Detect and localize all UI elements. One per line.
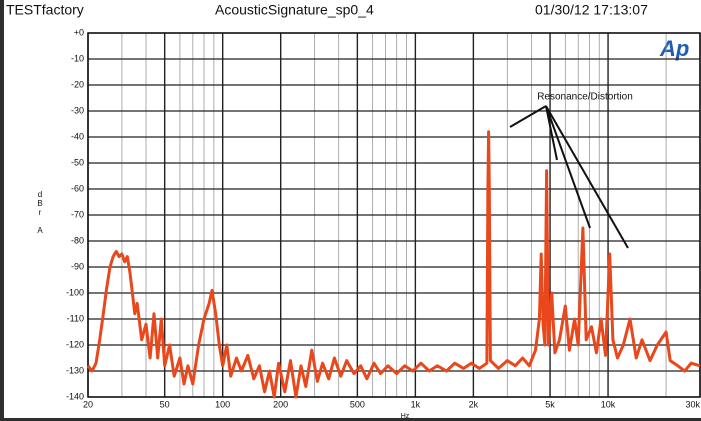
chart-title: AcousticSignature_sp0_4 <box>215 2 374 18</box>
y-tick-label: -50 <box>71 157 84 167</box>
y-tick-label: -70 <box>71 209 84 219</box>
plot <box>86 130 701 399</box>
annotation-arrows <box>509 105 629 249</box>
y-tick-label: -140 <box>66 391 84 401</box>
y-tick-label: -100 <box>66 287 84 297</box>
x-tick-label: 5k <box>545 399 555 409</box>
x-tick-label: 50 <box>160 399 170 409</box>
y-tick-label: -110 <box>67 313 84 323</box>
x-tick-label: 30k <box>685 399 700 409</box>
y-tick-label: +0 <box>74 27 84 37</box>
x-tick-label: 200 <box>273 399 288 409</box>
x-tick-label: 20 <box>83 399 93 409</box>
x-tick-label: 100 <box>215 399 230 409</box>
x-tick-label: 2k <box>469 399 479 409</box>
y-tick-label: -30 <box>71 105 84 115</box>
y-tick-label: -40 <box>71 131 84 141</box>
header-right: 01/30/12 17:13:07 <box>535 2 648 18</box>
x-tick-label: 500 <box>350 399 365 409</box>
y-tick-label: -10 <box>71 53 84 63</box>
data-line <box>86 130 701 399</box>
y-tick-label: -120 <box>66 339 84 349</box>
x-axis-label: Hz <box>401 413 410 420</box>
x-tick-label: 1k <box>411 399 421 409</box>
logo: Ap <box>659 36 689 61</box>
y-tick-label: -20 <box>71 79 84 89</box>
grid <box>87 32 701 398</box>
y-tick-label: -130 <box>66 365 84 375</box>
header-left: TESTfactory <box>6 2 84 18</box>
panel <box>4 0 701 418</box>
y-tick-label: -60 <box>71 183 84 193</box>
y-axis-label: dBr A <box>36 190 45 235</box>
annotation: Resonance/Distortion <box>537 92 633 103</box>
y-tick-label: -90 <box>71 261 84 271</box>
plot-frame <box>87 32 701 398</box>
x-tick-label: 10k <box>601 399 616 409</box>
y-tick-label: -80 <box>71 235 84 245</box>
